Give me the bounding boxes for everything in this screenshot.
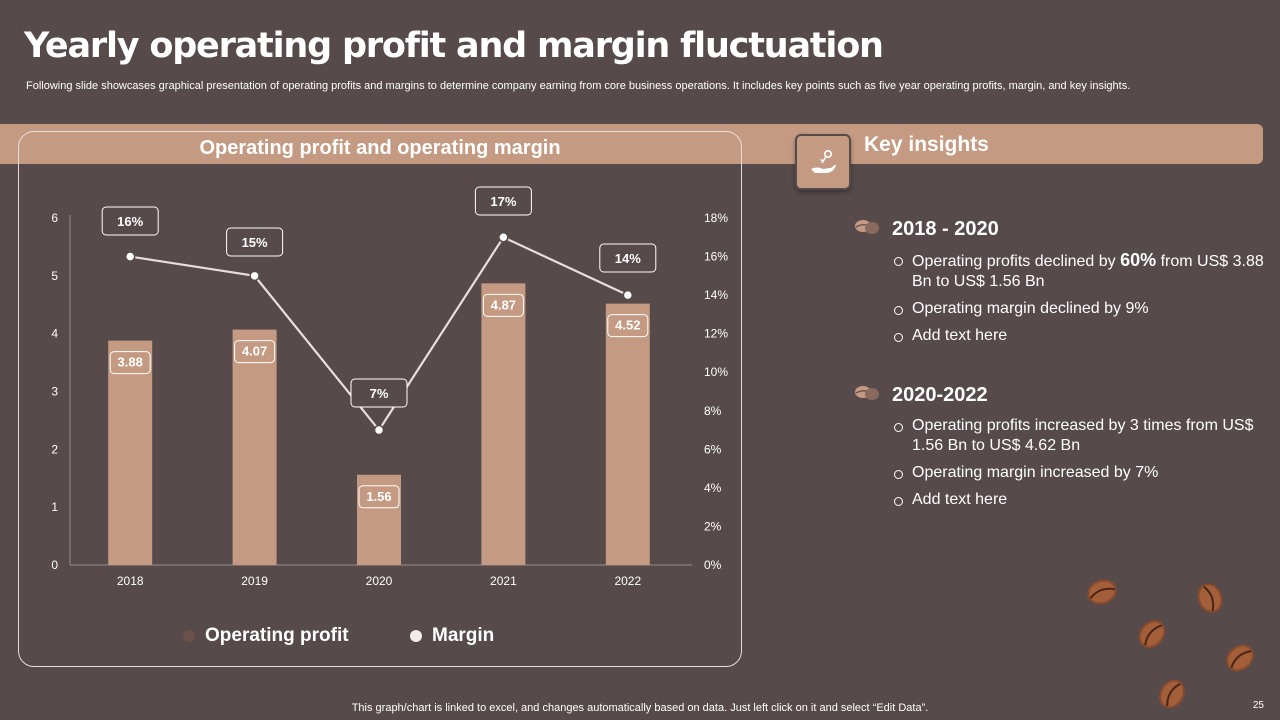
right-tick-label: 16% <box>704 250 728 264</box>
x-tick-label: 2020 <box>366 574 393 588</box>
bar-label-box <box>234 340 276 364</box>
page-title: Yearly operating profit and margin fluct… <box>24 26 884 66</box>
right-tick-label: 0% <box>704 558 722 572</box>
insight-section-2020-2022: 2020-2022 Operating profits increased by… <box>852 380 1272 517</box>
highlight-value: 60% <box>1120 250 1157 270</box>
coffee-bean-icon <box>1087 579 1117 605</box>
x-tick-label: 2019 <box>241 574 268 588</box>
margin-label-box <box>599 243 657 273</box>
left-tick-label: 4 <box>51 327 58 341</box>
bar-data-label: 4.07 <box>242 344 267 359</box>
right-tick-label: 6% <box>704 442 722 456</box>
left-tick-label: 6 <box>51 211 58 225</box>
bar-operating-profit <box>605 303 650 565</box>
key-insights-title: Key insights <box>864 133 989 156</box>
point-margin <box>124 251 136 262</box>
bar-operating-profit <box>481 283 526 565</box>
insight-section-2018-2020: 2018 - 2020 Operating profits declined b… <box>852 214 1272 353</box>
left-tick-label: 1 <box>51 500 58 514</box>
right-tick-label: 4% <box>704 481 722 495</box>
hand-holding-key-icon <box>795 134 851 190</box>
point-margin <box>373 424 385 436</box>
margin-data-label: 14% <box>615 251 641 266</box>
bar-operating-profit <box>232 329 277 565</box>
point-margin <box>249 270 260 282</box>
bullet-item: Operating profits declined by 60% from U… <box>892 250 1272 292</box>
left-tick-label: 3 <box>51 385 58 399</box>
bullet-text: Operating profits declined by <box>912 253 1121 270</box>
right-tick-label: 18% <box>704 211 728 225</box>
right-tick-label: 2% <box>704 519 722 533</box>
margin-label-box <box>474 186 532 216</box>
section-title: 2018 - 2020 <box>892 217 999 240</box>
bullet-list: Operating profits increased by 3 times f… <box>852 416 1272 510</box>
bar-operating-profit <box>108 340 153 565</box>
operating-profit-margin-chart[interactable]: 0 1 2 3 4 5 6 0% 2% 4% 6% 8% 10% 12% 14% 16% 18% 2018 2019… <box>0 0 760 690</box>
coffee-bean-icon <box>1197 583 1223 613</box>
bar-data-label: 4.52 <box>615 318 640 333</box>
margin-data-label: 17% <box>490 194 516 209</box>
section-title: 2020-2022 <box>892 383 988 406</box>
bullet-item: Add text here <box>892 326 1272 346</box>
page-number: 25 <box>1252 700 1264 711</box>
margin-label-box <box>226 227 284 257</box>
bar-label-box <box>109 351 151 375</box>
bar-label-box <box>607 314 649 338</box>
header-band <box>0 124 1263 164</box>
margin-data-label: 15% <box>242 235 268 250</box>
left-tick-label: 2 <box>51 442 58 456</box>
x-tick-label: 2018 <box>117 574 144 588</box>
right-tick-label: 8% <box>704 404 722 418</box>
legend-profit-label: Operating profit <box>205 625 349 646</box>
right-tick-label: 12% <box>704 327 728 341</box>
legend-margin-swatch <box>410 630 422 642</box>
bullet-item: Operating margin increased by 7% <box>892 463 1272 483</box>
bullet-item: Operating profits increased by 3 times f… <box>892 416 1272 456</box>
right-tick-label: 14% <box>704 288 728 302</box>
bullet-item: Add text here <box>892 490 1272 510</box>
point-margin <box>622 289 634 301</box>
legend-profit-swatch <box>183 630 195 642</box>
legend-margin: Margin <box>410 624 494 648</box>
bullet-text: from US$ 3.88 Bn to US$ 1.56 Bn <box>912 253 1264 290</box>
legend-margin-label: Margin <box>432 625 495 646</box>
bullet-item: Operating margin declined by 9% <box>892 299 1272 319</box>
left-tick-label: 5 <box>51 269 58 283</box>
coffee-bean-icon <box>1159 679 1185 709</box>
bar-label-box <box>358 485 400 509</box>
margin-data-label: 16% <box>117 214 143 229</box>
left-tick-label: 0 <box>51 558 58 572</box>
bar-data-label: 4.87 <box>491 297 516 312</box>
x-tick-label: 2021 <box>490 574 517 588</box>
margin-data-label: 7% <box>370 386 389 401</box>
coffee-bean-icon <box>852 216 884 243</box>
chart-panel[interactable] <box>18 131 742 667</box>
page-subtitle: Following slide showcases graphical pres… <box>26 80 1131 92</box>
coffee-bean-icon <box>1226 644 1254 672</box>
coffee-bean-icon <box>852 382 884 409</box>
right-tick-label: 10% <box>704 365 728 379</box>
x-tick-label: 2022 <box>614 574 641 588</box>
coffee-bean-icon <box>1138 620 1166 648</box>
bar-label-box <box>482 293 524 317</box>
coffee-beans-decoration <box>1087 579 1254 709</box>
bar-data-label: 3.88 <box>118 355 143 370</box>
footer-note: This graph/chart is linked to excel, and… <box>351 702 929 714</box>
margin-label-box <box>350 378 408 408</box>
margin-label-box <box>101 206 159 236</box>
chart-title: Operating profit and operating margin <box>199 137 561 159</box>
bar-data-label: 1.56 <box>366 489 391 504</box>
bullet-list: Operating profits declined by 60% from U… <box>852 250 1272 346</box>
point-margin <box>498 232 509 243</box>
legend-operating-profit: Operating profit <box>183 624 349 648</box>
